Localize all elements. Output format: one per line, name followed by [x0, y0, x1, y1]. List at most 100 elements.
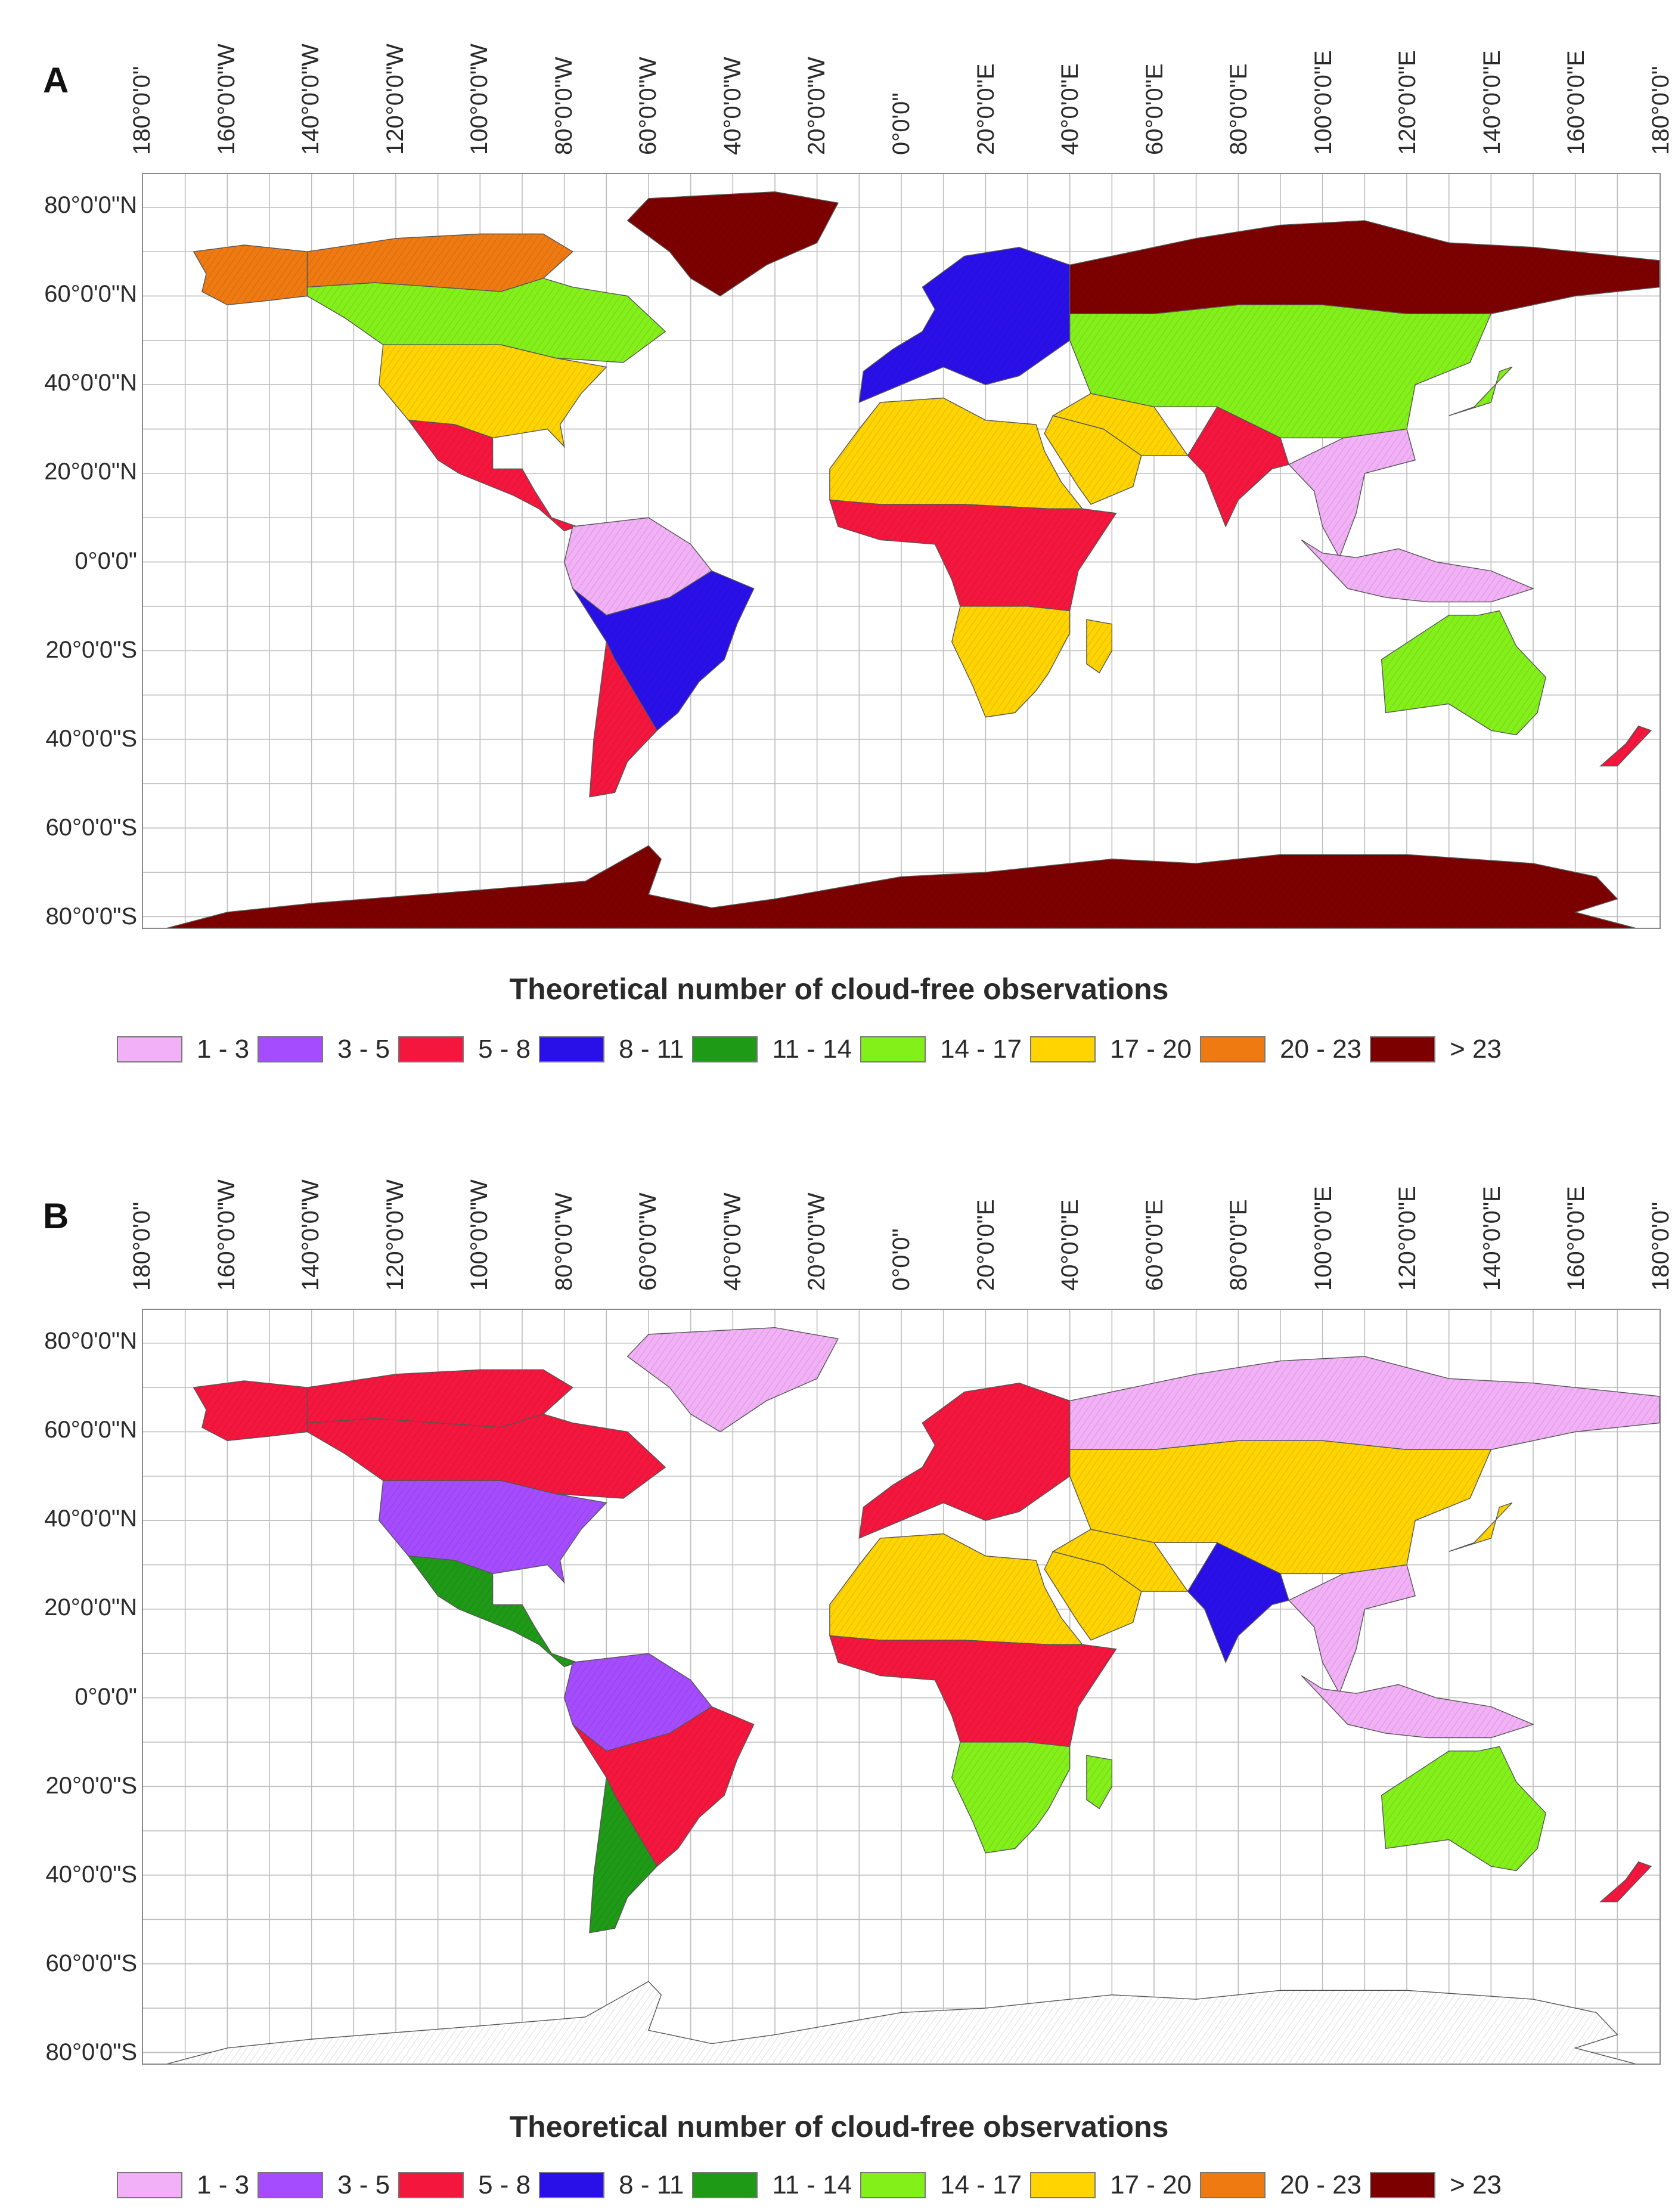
legend: 1 - 3 3 - 5 5 - 8 8 - 11 11 - 14 14 - 17 17 - …	[117, 1034, 1510, 1064]
longitude-label: 80°0'0"E	[1226, 1199, 1252, 1291]
longitude-label: 60°0'0"W	[635, 57, 662, 155]
legend-item: 11 - 14	[692, 1034, 852, 1064]
legend-swatch	[1200, 2172, 1266, 2198]
legend-item: 1 - 3	[117, 1034, 249, 1064]
region-hatch	[590, 1777, 657, 1933]
longitude-label: 100°0'0"W	[466, 1179, 493, 1291]
legend-swatch	[692, 1036, 758, 1062]
region-hatch	[1601, 726, 1651, 766]
longitude-label: 180°0'0"	[129, 66, 155, 155]
region-hatch	[859, 247, 1070, 402]
region-hatch	[572, 1706, 754, 1867]
legend-item: 8 - 11	[539, 1034, 684, 1064]
legend-label: 8 - 11	[619, 2170, 684, 2199]
map-canvas	[143, 1310, 1660, 2064]
region-hatch	[379, 1480, 607, 1583]
region-hatch	[829, 1533, 1083, 1645]
legend-title: Theoretical number of cloud-free observa…	[509, 972, 1169, 1006]
legend-label: 3 - 5	[337, 1034, 390, 1064]
region-hatch	[1289, 429, 1416, 558]
latitude-label: 80°0'0"N	[44, 1327, 137, 1354]
legend-swatch	[1370, 2172, 1436, 2198]
region-hatch	[408, 1556, 577, 1667]
region-hatch	[168, 845, 1634, 928]
longitude-label: 40°0'0"E	[1057, 63, 1084, 156]
longitude-label: 40°0'0"E	[1057, 1199, 1084, 1291]
region-hatch	[572, 571, 754, 731]
region-hatch	[951, 606, 1070, 717]
region-hatch	[1086, 619, 1112, 673]
region-hatch	[1069, 221, 1660, 314]
legend-item: 20 - 23	[1200, 1034, 1361, 1064]
legend-item: > 23	[1370, 2170, 1502, 2200]
region-hatch	[564, 1653, 712, 1751]
legend-item: 11 - 14	[692, 2170, 852, 2200]
region-hatch	[829, 500, 1116, 611]
legend-swatch	[539, 2172, 605, 2198]
region-hatch	[1449, 367, 1512, 416]
latitude-label: 60°0'0"S	[45, 814, 138, 841]
legend-item: 5 - 8	[398, 2170, 531, 2200]
region-hatch	[1053, 1529, 1188, 1592]
longitude-label: 80°0'0"W	[550, 57, 577, 155]
region-hatch	[1301, 540, 1534, 602]
longitude-label: 180°0'0"	[129, 1201, 155, 1291]
region-hatch	[1289, 1564, 1416, 1694]
legend-swatch	[117, 1036, 182, 1062]
region-hatch	[307, 234, 573, 292]
latitude-label: 80°0'0"S	[45, 903, 138, 930]
legend-label: 20 - 23	[1280, 2170, 1362, 2199]
world-map	[142, 173, 1661, 929]
region-hatch	[1301, 1675, 1534, 1738]
region-hatch	[1069, 1356, 1660, 1450]
panel-letter: A	[43, 60, 69, 100]
region-hatch	[307, 1370, 573, 1428]
region-hatch	[1601, 1861, 1651, 1902]
longitude-label: 100°0'0"E	[1310, 50, 1336, 155]
latitude-label: 0°0'0"	[75, 547, 137, 574]
region-hatch	[627, 191, 838, 296]
region-hatch	[829, 398, 1083, 509]
latitude-label: 60°0'0"N	[44, 281, 137, 308]
legend: 1 - 3 3 - 5 5 - 8 8 - 11 11 - 14 14 - 17 17 - …	[117, 2170, 1510, 2200]
longitude-label: 20°0'0"E	[972, 1199, 999, 1291]
legend-label: 5 - 8	[478, 1034, 531, 1064]
latitude-label: 20°0'0"S	[45, 1772, 138, 1799]
map-canvas	[143, 174, 1660, 928]
region-hatch	[193, 1380, 308, 1441]
longitude-label: 60°0'0"W	[635, 1192, 662, 1291]
latitude-label: 20°0'0"N	[44, 458, 137, 485]
latitude-label: 40°0'0"N	[44, 370, 137, 396]
longitude-label: 40°0'0"W	[719, 57, 746, 155]
region-hatch	[627, 1327, 838, 1432]
region-hatch	[1069, 1440, 1491, 1574]
legend-label: 11 - 14	[772, 2170, 852, 2199]
legend-label: > 23	[1450, 2170, 1502, 2199]
region-hatch	[1187, 1542, 1289, 1663]
legend-item: 5 - 8	[398, 1034, 531, 1064]
region-hatch	[193, 244, 308, 305]
legend-swatch	[398, 1036, 464, 1062]
latitude-label: 80°0'0"N	[44, 191, 137, 218]
legend-label: 1 - 3	[197, 1034, 250, 1064]
longitude-label: 120°0'0"E	[1394, 50, 1421, 155]
longitude-label: 160°0'0"E	[1563, 50, 1590, 155]
legend-swatch	[398, 2172, 464, 2198]
region-hatch	[1086, 1755, 1112, 1809]
longitude-label: 160°0'0"E	[1563, 1186, 1590, 1291]
latitude-label: 20°0'0"S	[45, 636, 138, 663]
longitude-label: 160°0'0"W	[213, 44, 240, 155]
region-hatch	[379, 345, 607, 447]
legend-label: 17 - 20	[1110, 1034, 1192, 1064]
legend-swatch	[1200, 1036, 1266, 1062]
longitude-label: 140°0'0"E	[1478, 1186, 1505, 1291]
latitude-label: 20°0'0"N	[44, 1594, 137, 1621]
longitude-label: 140°0'0"W	[297, 44, 324, 155]
latitude-label: 80°0'0"S	[45, 2039, 138, 2066]
longitude-label: 20°0'0"E	[972, 63, 999, 156]
legend-swatch	[117, 2172, 182, 2198]
region-hatch	[168, 1981, 1634, 2064]
longitude-label: 100°0'0"E	[1310, 1186, 1336, 1291]
latitude-label: 0°0'0"	[75, 1683, 137, 1710]
legend-item: > 23	[1370, 1034, 1502, 1064]
